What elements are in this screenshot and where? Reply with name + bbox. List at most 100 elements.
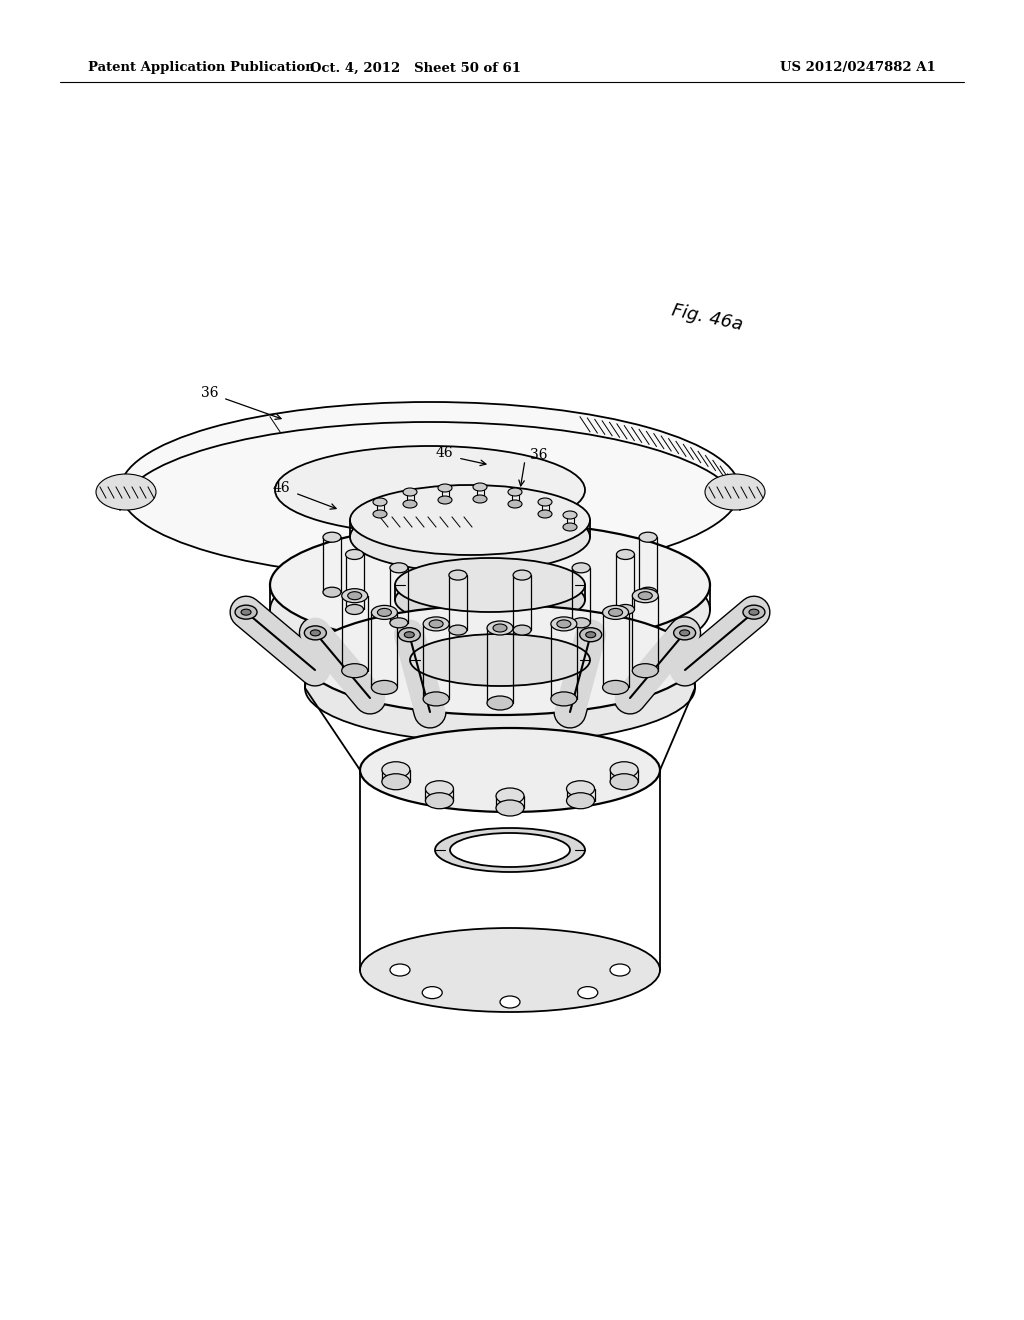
Ellipse shape bbox=[473, 483, 487, 491]
Text: 36: 36 bbox=[530, 447, 548, 462]
Ellipse shape bbox=[632, 664, 658, 677]
Ellipse shape bbox=[639, 587, 657, 597]
Ellipse shape bbox=[425, 793, 454, 809]
Ellipse shape bbox=[373, 510, 387, 517]
Ellipse shape bbox=[638, 591, 652, 599]
Ellipse shape bbox=[372, 606, 397, 619]
Ellipse shape bbox=[96, 474, 156, 510]
Text: 46: 46 bbox=[272, 480, 290, 495]
Ellipse shape bbox=[473, 495, 487, 503]
Ellipse shape bbox=[270, 546, 710, 673]
Ellipse shape bbox=[578, 986, 598, 999]
Ellipse shape bbox=[616, 605, 635, 615]
Ellipse shape bbox=[323, 587, 341, 597]
Text: Patent Application Publication: Patent Application Publication bbox=[88, 62, 314, 74]
Ellipse shape bbox=[610, 762, 638, 777]
Ellipse shape bbox=[345, 605, 364, 615]
Ellipse shape bbox=[639, 532, 657, 543]
Ellipse shape bbox=[749, 609, 759, 615]
Ellipse shape bbox=[572, 618, 590, 628]
Ellipse shape bbox=[680, 630, 689, 636]
Ellipse shape bbox=[310, 630, 321, 636]
Ellipse shape bbox=[342, 664, 368, 677]
Ellipse shape bbox=[500, 997, 520, 1008]
Ellipse shape bbox=[496, 788, 524, 804]
Ellipse shape bbox=[513, 626, 531, 635]
Ellipse shape bbox=[450, 833, 570, 867]
Ellipse shape bbox=[403, 500, 417, 508]
Ellipse shape bbox=[390, 562, 408, 573]
Ellipse shape bbox=[390, 964, 410, 975]
Ellipse shape bbox=[236, 605, 257, 619]
Ellipse shape bbox=[438, 496, 452, 504]
Ellipse shape bbox=[508, 488, 522, 496]
Ellipse shape bbox=[241, 609, 251, 615]
Ellipse shape bbox=[580, 628, 602, 642]
Ellipse shape bbox=[350, 484, 590, 554]
Ellipse shape bbox=[551, 616, 577, 631]
Ellipse shape bbox=[743, 605, 765, 619]
Ellipse shape bbox=[382, 762, 410, 777]
Ellipse shape bbox=[270, 521, 710, 648]
Ellipse shape bbox=[616, 549, 635, 560]
Ellipse shape bbox=[305, 634, 695, 743]
Ellipse shape bbox=[422, 986, 442, 999]
Ellipse shape bbox=[275, 446, 585, 535]
Text: Fig. 46a: Fig. 46a bbox=[670, 302, 744, 334]
Ellipse shape bbox=[449, 570, 467, 579]
Ellipse shape bbox=[557, 620, 570, 628]
Ellipse shape bbox=[382, 774, 410, 789]
Ellipse shape bbox=[345, 549, 364, 560]
Ellipse shape bbox=[398, 628, 420, 642]
Ellipse shape bbox=[610, 964, 630, 975]
Ellipse shape bbox=[390, 618, 408, 628]
Ellipse shape bbox=[674, 626, 695, 640]
Ellipse shape bbox=[586, 632, 596, 638]
Ellipse shape bbox=[395, 573, 585, 627]
Ellipse shape bbox=[538, 498, 552, 506]
Ellipse shape bbox=[425, 780, 454, 797]
Text: 46: 46 bbox=[435, 446, 453, 459]
Ellipse shape bbox=[438, 484, 452, 492]
Ellipse shape bbox=[429, 620, 443, 628]
Ellipse shape bbox=[373, 498, 387, 506]
Ellipse shape bbox=[513, 570, 531, 579]
Ellipse shape bbox=[508, 500, 522, 508]
Ellipse shape bbox=[449, 626, 467, 635]
Ellipse shape bbox=[610, 774, 638, 789]
Ellipse shape bbox=[323, 532, 341, 543]
Ellipse shape bbox=[602, 606, 629, 619]
Ellipse shape bbox=[608, 609, 623, 616]
Ellipse shape bbox=[572, 562, 590, 573]
Ellipse shape bbox=[435, 828, 585, 873]
Ellipse shape bbox=[602, 680, 629, 694]
Ellipse shape bbox=[404, 632, 415, 638]
Ellipse shape bbox=[487, 620, 513, 635]
Ellipse shape bbox=[563, 523, 577, 531]
Text: 36: 36 bbox=[201, 385, 218, 400]
Text: US 2012/0247882 A1: US 2012/0247882 A1 bbox=[780, 62, 936, 74]
Ellipse shape bbox=[403, 488, 417, 496]
Ellipse shape bbox=[410, 634, 590, 686]
Ellipse shape bbox=[538, 510, 552, 517]
Ellipse shape bbox=[305, 605, 695, 715]
Ellipse shape bbox=[423, 616, 450, 631]
Ellipse shape bbox=[378, 609, 391, 616]
Ellipse shape bbox=[496, 800, 524, 816]
Ellipse shape bbox=[551, 692, 577, 706]
Ellipse shape bbox=[423, 692, 450, 706]
Ellipse shape bbox=[350, 502, 590, 572]
Ellipse shape bbox=[632, 589, 658, 603]
Ellipse shape bbox=[563, 511, 577, 519]
Ellipse shape bbox=[493, 624, 507, 632]
Text: Oct. 4, 2012   Sheet 50 of 61: Oct. 4, 2012 Sheet 50 of 61 bbox=[309, 62, 520, 74]
Ellipse shape bbox=[705, 474, 765, 510]
Ellipse shape bbox=[120, 403, 740, 578]
Ellipse shape bbox=[342, 589, 368, 603]
Ellipse shape bbox=[348, 591, 361, 599]
Ellipse shape bbox=[304, 626, 327, 640]
Ellipse shape bbox=[395, 558, 585, 612]
Ellipse shape bbox=[360, 928, 660, 1012]
Ellipse shape bbox=[566, 780, 595, 797]
Ellipse shape bbox=[566, 793, 595, 809]
